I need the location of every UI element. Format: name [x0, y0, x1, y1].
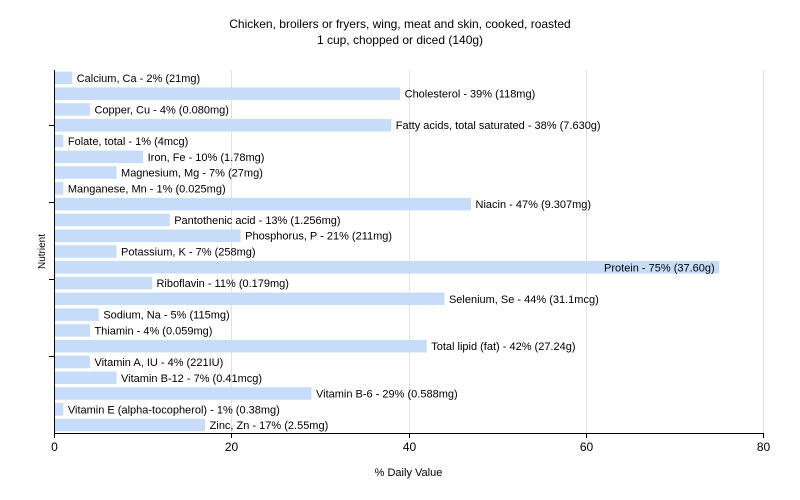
- x-tick-label: 60: [580, 440, 594, 454]
- bar: [54, 339, 427, 353]
- bar-label: Niacin - 47% (9.307mg): [476, 199, 592, 211]
- bar-label: Folate, total - 1% (4mcg): [68, 136, 188, 148]
- bar-label: Thiamin - 4% (0.059mg): [94, 325, 212, 337]
- bar: [54, 103, 90, 116]
- axes: 0 20 40 60 80: [49, 70, 770, 454]
- x-tick-label: 40: [403, 440, 417, 454]
- bar-label: Selenium, Se - 44% (31.1mcg): [449, 294, 599, 306]
- bar: [54, 213, 170, 227]
- x-tick-label: 20: [225, 440, 239, 454]
- bar-label: Fatty acids, total saturated - 38% (7.63…: [396, 120, 601, 132]
- x-axis-label: % Daily Value: [375, 467, 443, 479]
- bar: [54, 308, 99, 321]
- bar-label: Potassium, K - 7% (258mg): [121, 247, 256, 259]
- bar: [54, 166, 117, 179]
- bar: [54, 134, 64, 148]
- bar: [54, 292, 445, 306]
- bar-label: Vitamin A, IU - 4% (221IU): [94, 357, 223, 369]
- bar-label: Pantothenic acid - 13% (1.256mg): [174, 215, 340, 227]
- bar: [54, 387, 312, 400]
- bar-label: Iron, Fe - 10% (1.78mg): [148, 152, 265, 164]
- bar-label: Copper, Cu - 4% (0.080mg): [94, 104, 229, 116]
- chart-title-block: Chicken, broilers or fryers, wing, meat …: [0, 16, 800, 48]
- bar: [54, 418, 206, 432]
- bar-label: Calcium, Ca - 2% (21mg): [77, 73, 200, 85]
- x-tick-label: 80: [757, 440, 771, 454]
- bar: [54, 245, 117, 258]
- bar-label: Zinc, Zn - 17% (2.55mg): [210, 420, 329, 432]
- bar-label: Vitamin B-6 - 29% (0.588mg): [316, 389, 458, 401]
- bar: [54, 371, 117, 385]
- bar-label: Protein - 75% (37.60g): [604, 262, 715, 274]
- y-axis-label: Nutrient: [37, 234, 48, 269]
- bar: [54, 324, 90, 337]
- x-tick-label: 0: [51, 440, 58, 454]
- bar-label: Riboflavin - 11% (0.179mg): [156, 278, 288, 290]
- bar: [54, 71, 73, 85]
- bar: [54, 197, 472, 211]
- chart-title: Chicken, broilers or fryers, wing, meat …: [229, 17, 571, 31]
- bar-label: Manganese, Mn - 1% (0.025mg): [68, 183, 226, 195]
- bar-label: Vitamin E (alpha-tocopherol) - 1% (0.38m…: [68, 404, 280, 416]
- bar-label: Cholesterol - 39% (118mg): [405, 89, 536, 101]
- chart-subtitle: 1 cup, chopped or diced (140g): [316, 33, 484, 47]
- bar-label: Sodium, Na - 5% (115mg): [103, 310, 229, 322]
- bar: [54, 118, 392, 132]
- bars: Calcium, Ca - 2% (21mg) Cholesterol - 39%…: [54, 71, 720, 432]
- bar: [54, 261, 720, 274]
- bar: [54, 150, 144, 164]
- bar-label: Magnesium, Mg - 7% (27mg): [121, 168, 263, 180]
- bar: [54, 229, 241, 242]
- bar-label: Total lipid (fat) - 42% (27.24g): [431, 341, 575, 353]
- bar-label: Phosphorus, P - 21% (211mg): [245, 231, 392, 243]
- bar: [54, 355, 90, 369]
- bar: [54, 403, 64, 416]
- bar: [54, 87, 401, 100]
- bar: [54, 182, 64, 195]
- bar-label: Vitamin B-12 - 7% (0.41mcg): [121, 373, 262, 385]
- bar: [54, 276, 152, 290]
